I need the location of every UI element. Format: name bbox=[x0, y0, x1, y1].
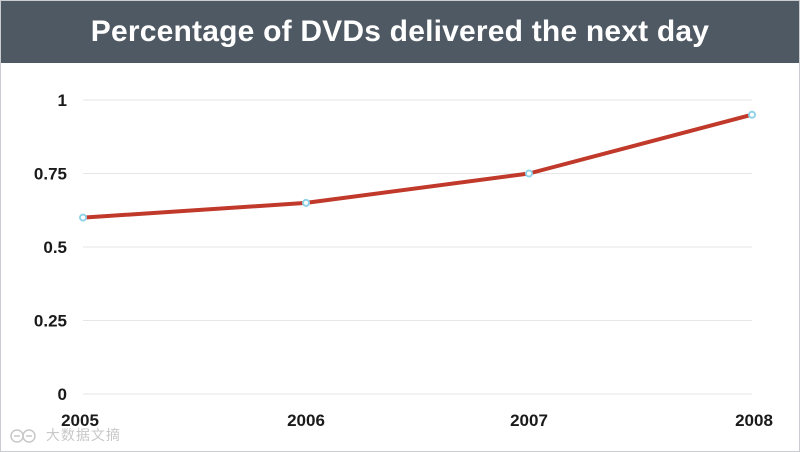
y-tick-label: 0.5 bbox=[43, 238, 67, 257]
watermark-text: 大数据文摘 bbox=[45, 427, 121, 443]
watermark: 大数据文摘 bbox=[9, 425, 121, 445]
series-layer bbox=[81, 112, 754, 220]
x-axis-ticks: 2005 2006 2007 2008 bbox=[61, 411, 773, 430]
y-tick-label: 0.75 bbox=[34, 165, 67, 184]
y-tick-label: 1 bbox=[58, 91, 67, 110]
chart-title: Percentage of DVDs delivered the next da… bbox=[90, 15, 710, 48]
grid-layer bbox=[83, 99, 752, 395]
y-axis-ticks: 0 0.25 0.5 0.75 1 bbox=[34, 91, 67, 404]
data-point[interactable] bbox=[79, 213, 87, 222]
watermark-logo-icon bbox=[10, 429, 36, 443]
data-point[interactable] bbox=[525, 169, 533, 178]
x-tick-label: 2006 bbox=[287, 411, 325, 430]
series-line bbox=[81, 112, 754, 220]
x-tick-label: 2007 bbox=[510, 411, 548, 430]
x-tick-label: 2008 bbox=[735, 411, 773, 430]
marker-layer bbox=[79, 110, 756, 222]
data-point[interactable] bbox=[302, 198, 310, 207]
data-point[interactable] bbox=[748, 110, 756, 119]
y-tick-label: 0.25 bbox=[34, 312, 67, 331]
y-tick-label: 0 bbox=[58, 385, 67, 404]
x-tick-label: 2005 bbox=[61, 411, 99, 430]
title-bar: Percentage of DVDs delivered the next da… bbox=[1, 1, 799, 63]
